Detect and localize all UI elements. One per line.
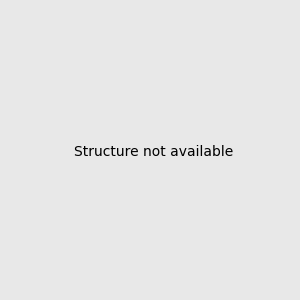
Text: Structure not available: Structure not available xyxy=(74,145,233,158)
